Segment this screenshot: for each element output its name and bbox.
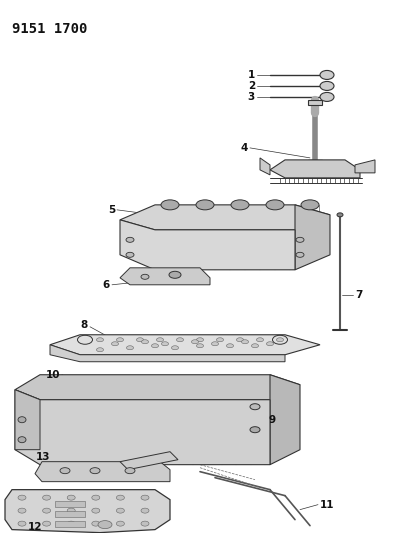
Ellipse shape	[43, 495, 51, 500]
Ellipse shape	[141, 495, 149, 500]
Ellipse shape	[18, 495, 26, 500]
Polygon shape	[120, 451, 178, 470]
Ellipse shape	[296, 237, 304, 243]
Ellipse shape	[141, 508, 149, 513]
Ellipse shape	[126, 237, 134, 243]
Text: 9: 9	[268, 415, 275, 425]
Ellipse shape	[111, 342, 118, 346]
Polygon shape	[295, 205, 330, 270]
Ellipse shape	[18, 508, 26, 513]
Ellipse shape	[192, 340, 199, 344]
Polygon shape	[355, 160, 375, 173]
Polygon shape	[120, 268, 210, 285]
Polygon shape	[15, 390, 270, 465]
Ellipse shape	[212, 342, 219, 346]
Ellipse shape	[196, 200, 214, 210]
Ellipse shape	[161, 200, 179, 210]
Ellipse shape	[252, 344, 259, 348]
Ellipse shape	[116, 508, 125, 513]
Ellipse shape	[141, 340, 148, 344]
Text: 7: 7	[355, 290, 363, 300]
Ellipse shape	[136, 338, 143, 342]
Text: 13: 13	[35, 451, 50, 462]
Ellipse shape	[320, 92, 334, 101]
Ellipse shape	[171, 346, 178, 350]
Ellipse shape	[256, 338, 263, 342]
Polygon shape	[5, 490, 170, 532]
Text: 12: 12	[28, 522, 42, 531]
Ellipse shape	[116, 338, 123, 342]
Polygon shape	[50, 345, 285, 362]
Ellipse shape	[196, 338, 203, 342]
Ellipse shape	[250, 427, 260, 433]
Ellipse shape	[18, 521, 26, 526]
Ellipse shape	[277, 338, 284, 342]
Ellipse shape	[125, 467, 135, 474]
Ellipse shape	[43, 521, 51, 526]
Ellipse shape	[18, 417, 26, 423]
Ellipse shape	[97, 338, 104, 342]
Ellipse shape	[152, 344, 159, 348]
Text: 9151 1700: 9151 1700	[12, 22, 88, 36]
Ellipse shape	[116, 521, 125, 526]
Ellipse shape	[43, 508, 51, 513]
Ellipse shape	[196, 344, 203, 348]
Ellipse shape	[236, 338, 243, 342]
Text: 10: 10	[46, 370, 60, 379]
Ellipse shape	[67, 521, 75, 526]
Ellipse shape	[266, 342, 273, 346]
Ellipse shape	[90, 467, 100, 474]
Ellipse shape	[169, 271, 181, 278]
Ellipse shape	[67, 495, 75, 500]
Ellipse shape	[320, 70, 334, 79]
Ellipse shape	[176, 338, 183, 342]
Ellipse shape	[92, 495, 100, 500]
Text: 3: 3	[248, 92, 255, 102]
Ellipse shape	[242, 340, 249, 344]
Polygon shape	[308, 100, 322, 105]
Ellipse shape	[126, 252, 134, 257]
Ellipse shape	[320, 82, 334, 91]
Ellipse shape	[217, 338, 224, 342]
Polygon shape	[120, 205, 330, 230]
Text: 1: 1	[248, 70, 255, 80]
Ellipse shape	[337, 213, 343, 217]
Ellipse shape	[92, 508, 100, 513]
Ellipse shape	[18, 437, 26, 443]
Text: 6: 6	[103, 280, 110, 290]
Ellipse shape	[97, 348, 104, 352]
Polygon shape	[50, 335, 320, 355]
Ellipse shape	[250, 403, 260, 410]
Ellipse shape	[266, 200, 284, 210]
Polygon shape	[35, 462, 170, 482]
Polygon shape	[55, 521, 85, 527]
Text: 4: 4	[240, 143, 248, 153]
Ellipse shape	[231, 200, 249, 210]
Ellipse shape	[60, 467, 70, 474]
Ellipse shape	[127, 346, 134, 350]
Ellipse shape	[157, 338, 164, 342]
Polygon shape	[15, 375, 300, 400]
Ellipse shape	[67, 508, 75, 513]
Ellipse shape	[141, 521, 149, 526]
Ellipse shape	[296, 252, 304, 257]
Polygon shape	[270, 160, 360, 178]
Polygon shape	[260, 158, 270, 175]
Ellipse shape	[301, 200, 319, 210]
Polygon shape	[55, 500, 85, 507]
Ellipse shape	[162, 342, 169, 346]
Polygon shape	[120, 220, 295, 270]
Text: 2: 2	[248, 81, 255, 91]
Polygon shape	[55, 511, 85, 516]
Ellipse shape	[98, 521, 112, 529]
Polygon shape	[270, 375, 300, 465]
Ellipse shape	[141, 274, 149, 279]
Polygon shape	[15, 390, 40, 450]
Ellipse shape	[116, 495, 125, 500]
Ellipse shape	[92, 521, 100, 526]
Text: 5: 5	[108, 205, 115, 215]
Text: 11: 11	[320, 499, 335, 510]
Text: 8: 8	[81, 320, 88, 330]
Ellipse shape	[226, 344, 233, 348]
